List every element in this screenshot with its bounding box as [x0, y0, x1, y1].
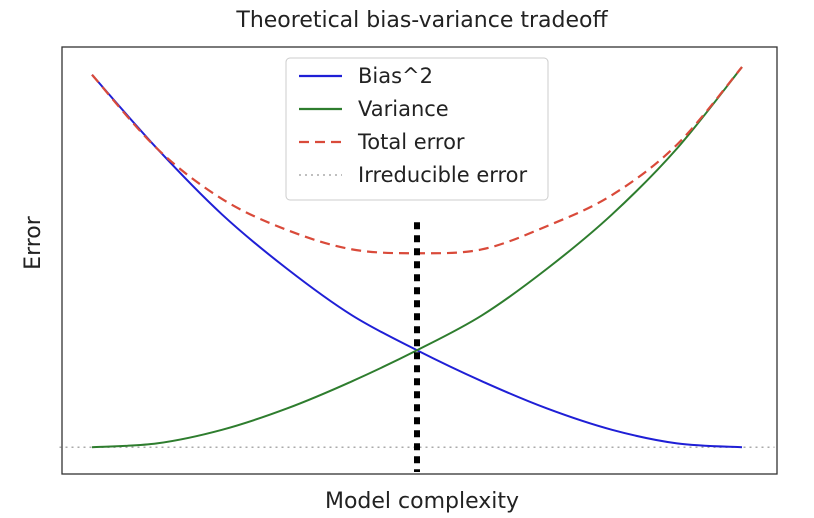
legend-label: Variance — [358, 97, 449, 121]
chart-title: Theoretical bias-variance tradeoff — [235, 8, 608, 33]
x-axis-label: Model complexity — [325, 489, 519, 514]
legend-label: Bias^2 — [358, 64, 433, 88]
plot-frame — [61, 46, 778, 475]
legend-item-total-error: Total error — [299, 130, 465, 154]
legend-box — [285, 57, 549, 201]
legend-item-irreducible-error: Irreducible error — [299, 163, 528, 187]
series-line-variance — [91, 66, 743, 449]
legend-item-variance: Variance — [299, 97, 449, 121]
legend-item-bias-2: Bias^2 — [299, 64, 433, 88]
y-axis-label: Error — [21, 215, 46, 270]
series-line-bias-2 — [91, 74, 743, 449]
legend-label: Total error — [357, 130, 465, 154]
legend: Bias^2 Variance Total error Irreducible err… — [285, 57, 549, 201]
legend-label: Irreducible error — [358, 163, 528, 187]
